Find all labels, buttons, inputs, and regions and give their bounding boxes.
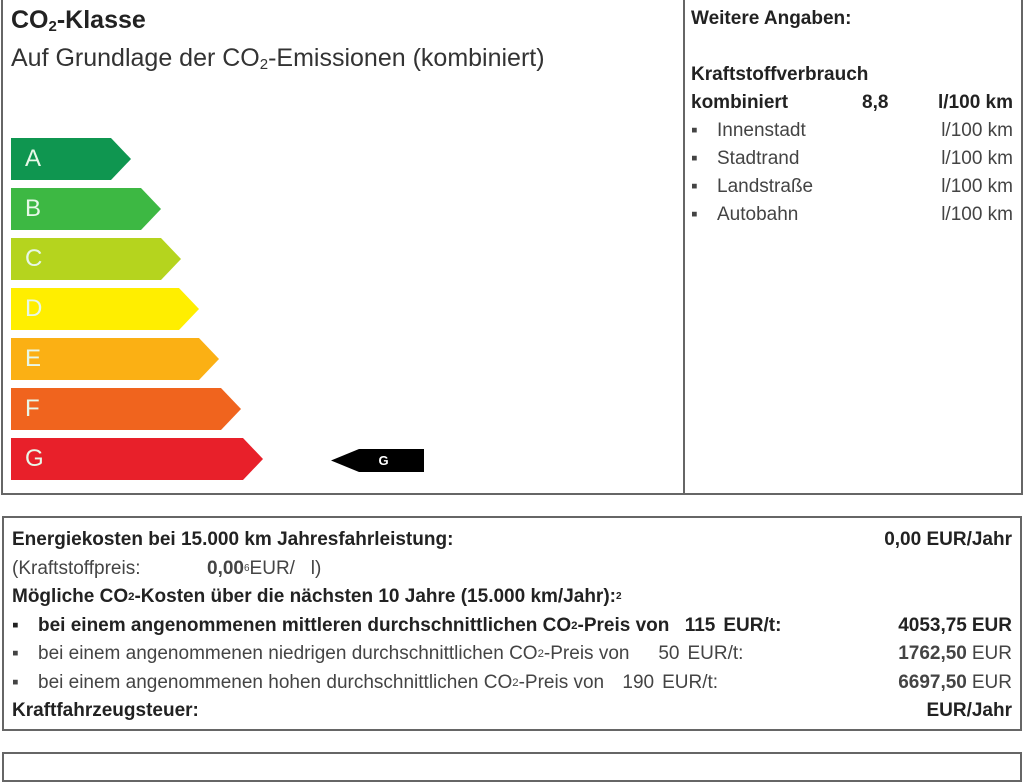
scenario-currency: EUR bbox=[971, 614, 1012, 636]
vehicle-tax-row: Kraftfahrzeugsteuer: EUR/Jahr bbox=[12, 697, 1012, 726]
scenario-price: 115 bbox=[684, 614, 716, 636]
costs-panel: Energiekosten bei 15.000 km Jahresfahrle… bbox=[2, 516, 1022, 731]
subtitle-text: Auf Grundlage der CO bbox=[11, 44, 260, 72]
fuel-item-row: ▪ Landstraße l/100 km bbox=[691, 176, 1013, 198]
combined-value: 8,8 bbox=[862, 92, 889, 113]
vehicle-tax-value: EUR/Jahr bbox=[926, 700, 1012, 721]
fuel-item-label: Autobahn bbox=[717, 204, 799, 225]
class-bar-e: E bbox=[11, 338, 219, 380]
energy-cost-label: Energiekosten bei 15.000 km Jahresfahrle… bbox=[12, 529, 454, 550]
fuel-item-unit: l/100 km bbox=[941, 204, 1013, 225]
further-info-panel: Weitere Angaben: Kraftstoffverbrauch kom… bbox=[683, 0, 1023, 495]
co2-heading-text: Mögliche CO bbox=[12, 586, 129, 607]
fuel-item-unit: l/100 km bbox=[941, 120, 1013, 141]
scenario-price: 190 bbox=[622, 671, 655, 693]
bullet-icon: ▪ bbox=[691, 204, 698, 225]
subtitle-subscript: 2 bbox=[259, 56, 269, 73]
scenario-subscript: 2 bbox=[571, 619, 578, 632]
co2-class-panel: CO2-Klasse Auf Grundlage der CO2-Emissio… bbox=[1, 0, 685, 495]
combined-row: kombiniert 8,8 l/100 km bbox=[691, 92, 1013, 114]
scenario-unit: EUR/t: bbox=[723, 614, 782, 636]
bullet-icon: ▪ bbox=[691, 120, 698, 141]
co2-class-title: CO2-Klasse bbox=[11, 6, 146, 35]
fuel-item-label: Stadtrand bbox=[717, 148, 800, 169]
energy-cost-row: Energiekosten bei 15.000 km Jahresfahrle… bbox=[12, 526, 1012, 555]
fuel-heading: Kraftstoffverbrauch bbox=[691, 64, 869, 85]
bullet-icon: ▪ bbox=[691, 176, 698, 197]
bullet-icon: ▪ bbox=[12, 643, 19, 664]
co2-scenario-row: ▪ bei einem angenommenen mittleren durchs… bbox=[12, 612, 1012, 641]
class-bar-c: C bbox=[11, 238, 181, 280]
title-text-end: -Klasse bbox=[56, 6, 146, 34]
scenario-text: bei einem angenommenen mittleren durchsc… bbox=[38, 614, 572, 636]
bullet-icon: ▪ bbox=[691, 148, 698, 169]
scenario-value: 6697,50 bbox=[898, 671, 967, 693]
scenario-currency: EUR bbox=[971, 671, 1012, 693]
scenario-value: 4053,75 bbox=[898, 614, 967, 636]
fuel-item-row: ▪ Stadtrand l/100 km bbox=[691, 148, 1013, 170]
fuel-item-label: Innenstadt bbox=[717, 120, 806, 141]
class-bar-b: B bbox=[11, 188, 161, 230]
bullet-icon: ▪ bbox=[12, 671, 19, 693]
fuel-price-value: 0,00 bbox=[207, 557, 244, 579]
co2-class-subtitle: Auf Grundlage der CO2-Emissionen (kombin… bbox=[11, 44, 545, 73]
co2-scenario-row: ▪ bei einem angenommenen niedrigen durchs… bbox=[12, 640, 1012, 669]
fuel-price-unit: EUR/ l) bbox=[249, 557, 322, 579]
combined-label: kombiniert bbox=[691, 92, 789, 113]
co2-cost-heading: Mögliche CO 2 -Kosten über die nächsten 10… bbox=[12, 583, 1012, 612]
class-bar-g: G bbox=[11, 438, 263, 480]
title-subscript: 2 bbox=[48, 18, 57, 35]
co2-heading-footnote: 2 bbox=[615, 591, 622, 602]
vehicle-tax-label: Kraftfahrzeugsteuer: bbox=[12, 700, 199, 721]
co2-scenario-row: ▪ bei einem angenommenen hohen durchschni… bbox=[12, 669, 1012, 698]
title-text: CO bbox=[11, 6, 49, 34]
fuel-item-unit: l/100 km bbox=[941, 176, 1013, 197]
scenario-unit: EUR/t: bbox=[662, 671, 719, 693]
class-bar-a: A bbox=[11, 138, 131, 180]
scenario-text: bei einem angenommenen niedrigen durchsc… bbox=[38, 643, 538, 664]
subtitle-text-end: -Emissionen (kombiniert) bbox=[268, 44, 545, 72]
fuel-item-label: Landstraße bbox=[717, 176, 814, 197]
energy-cost-value: 0,00 EUR/Jahr bbox=[884, 529, 1012, 550]
scenario-subscript: 2 bbox=[537, 648, 544, 660]
fuel-item-row: ▪ Autobahn l/100 km bbox=[691, 204, 1013, 226]
scenario-subscript: 2 bbox=[512, 676, 519, 689]
scenario-text-end: -Preis von bbox=[543, 643, 630, 664]
fuel-item-row: ▪ Innenstadt l/100 km bbox=[691, 120, 1013, 142]
scenario-text: bei einem angenommenen hohen durchschnit… bbox=[38, 671, 513, 693]
fuel-price-label: (Kraftstoffpreis: bbox=[12, 557, 141, 579]
footer-notes-panel bbox=[2, 752, 1022, 782]
scenario-text-end: -Preis von bbox=[577, 614, 670, 636]
scenario-text-end: -Preis von bbox=[518, 671, 605, 693]
bullet-icon: ▪ bbox=[12, 614, 19, 636]
current-class-marker: G bbox=[331, 449, 424, 472]
co2-heading-subscript: 2 bbox=[128, 591, 135, 603]
fuel-price-row: (Kraftstoffpreis: 0,00 6 EUR/ l) bbox=[12, 555, 1012, 584]
class-bar-f: F bbox=[11, 388, 241, 430]
scenario-currency: EUR bbox=[971, 643, 1012, 664]
fuel-price-footnote: 6 bbox=[243, 562, 250, 574]
fuel-item-unit: l/100 km bbox=[941, 148, 1013, 169]
scenario-unit: EUR/t: bbox=[687, 643, 744, 664]
class-bar-d: D bbox=[11, 288, 199, 330]
co2-heading-text-end: -Kosten über die nächsten 10 Jahre (15.0… bbox=[134, 586, 616, 607]
scenario-value: 1762,50 bbox=[898, 643, 967, 664]
scenario-price: 50 bbox=[658, 643, 680, 664]
further-heading: Weitere Angaben: bbox=[691, 8, 852, 29]
combined-unit: l/100 km bbox=[938, 92, 1013, 113]
